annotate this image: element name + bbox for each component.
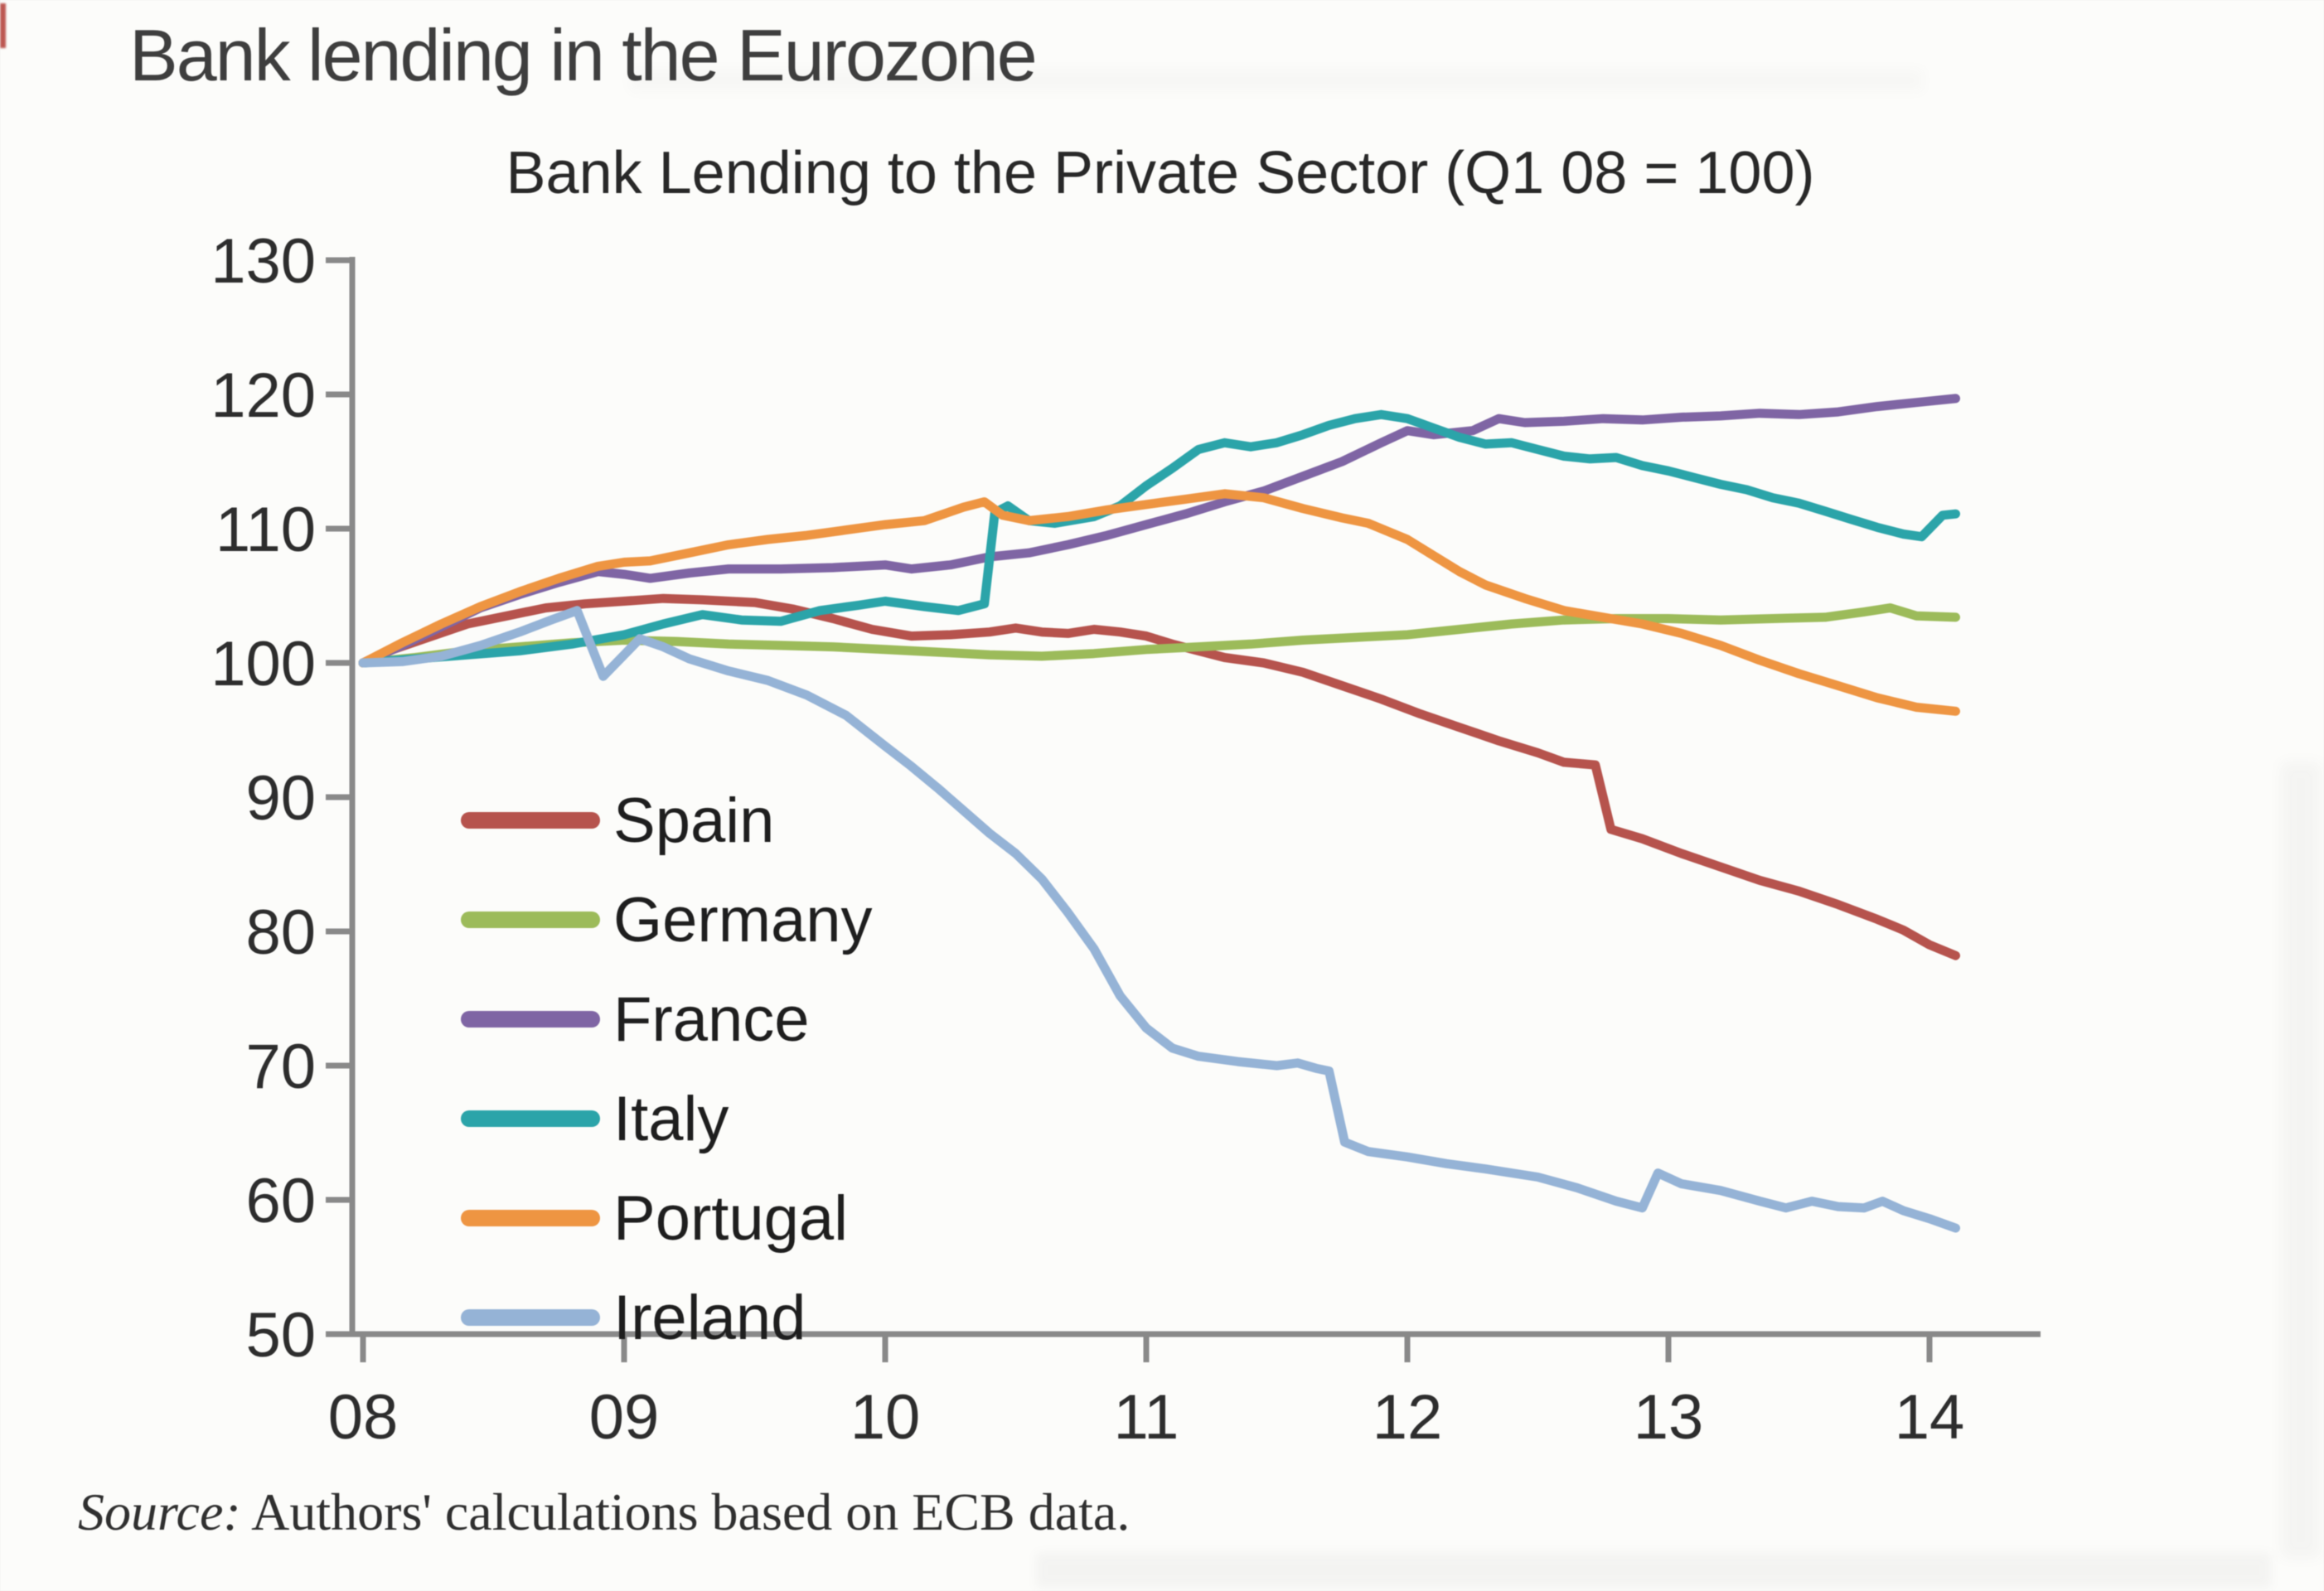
legend-label-ireland: Ireland (613, 1282, 806, 1353)
y-tick-label-120: 120 (211, 360, 316, 431)
legend-item-spain: Spain (461, 771, 873, 870)
legend-swatch-france (461, 1011, 600, 1028)
series-line-ireland (358, 606, 1960, 1233)
x-tick-label-11: 11 (1114, 1382, 1179, 1453)
y-tick-label-80: 80 (245, 897, 316, 968)
series-line-italy (358, 409, 1960, 668)
x-tick-label-08: 08 (328, 1382, 399, 1453)
legend-label-spain: Spain (613, 785, 775, 856)
series-line-portugal (358, 489, 1960, 716)
legend-item-ireland: Ireland (461, 1268, 873, 1367)
legend-item-germany: Germany (461, 870, 873, 970)
source-note: Source: Authors' calculations based on E… (78, 1482, 1130, 1543)
y-tick-label-90: 90 (245, 763, 316, 834)
legend-item-portugal: Portugal (461, 1168, 873, 1268)
y-tick-label-60: 60 (245, 1166, 316, 1236)
x-tick-label-12: 12 (1373, 1382, 1443, 1453)
legend-swatch-portugal (461, 1210, 600, 1226)
chart-title: Bank Lending to the Private Sector (Q1 0… (506, 140, 1815, 206)
legend-swatch-italy (461, 1110, 600, 1127)
legend: Spain Germany France Italy Portugal Ireland (461, 771, 873, 1367)
x-tick-label-14: 14 (1895, 1382, 1965, 1453)
legend-swatch-germany (461, 912, 600, 928)
y-tick-label-110: 110 (215, 495, 316, 565)
y-tick-label-50: 50 (245, 1300, 316, 1371)
x-tick-label-10: 10 (850, 1382, 921, 1453)
page-title: Bank lending in the Eurozone (129, 14, 1038, 96)
legend-label-italy: Italy (613, 1083, 729, 1154)
legend-item-france: France (461, 970, 873, 1069)
legend-label-germany: Germany (613, 884, 873, 955)
y-tick-label-100: 100 (211, 629, 316, 699)
x-tick-label-13: 13 (1634, 1382, 1704, 1453)
legend-label-france: France (613, 984, 810, 1055)
series-line-france (358, 394, 1960, 668)
legend-swatch-ireland (461, 1309, 600, 1326)
legend-label-portugal: Portugal (613, 1182, 849, 1254)
x-tick-label-09: 09 (589, 1382, 660, 1453)
source-text: Authors' calculations based on ECB data. (240, 1482, 1131, 1541)
y-tick-label-70: 70 (245, 1032, 316, 1102)
y-tick-label-130: 130 (211, 226, 316, 297)
legend-swatch-spain (461, 812, 600, 829)
legend-item-italy: Italy (461, 1069, 873, 1168)
source-label: Source: (78, 1482, 241, 1541)
